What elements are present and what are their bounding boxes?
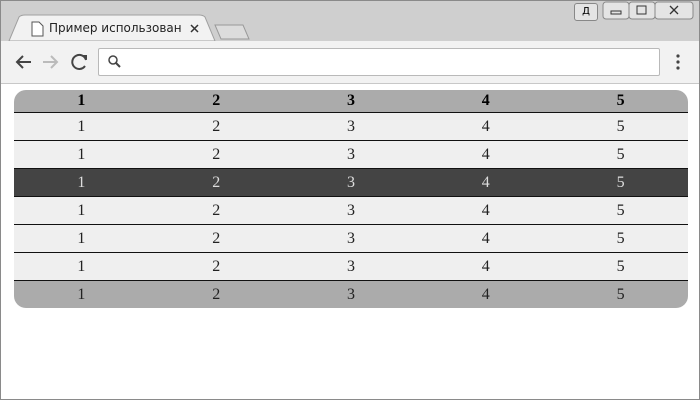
forward-button[interactable]: [43, 55, 59, 69]
table-row: 1 2 3 4 5: [14, 196, 688, 224]
table-cell: 5: [616, 229, 625, 247]
table-cell: 1: [77, 92, 86, 109]
table-cell: 1: [77, 145, 86, 163]
table-cell: 3: [346, 145, 355, 163]
table-cell: 5: [616, 257, 625, 275]
table-cell: 1: [77, 229, 86, 247]
tab-title[interactable]: Пример использования по: [49, 21, 181, 35]
search-icon: [108, 55, 121, 68]
table-cell: 4: [481, 117, 490, 135]
maximize-icon: [636, 5, 647, 15]
table-cell: 5: [616, 92, 625, 109]
address-bar[interactable]: [98, 48, 660, 76]
table-cell: 3: [346, 117, 355, 135]
close-icon: [669, 5, 679, 15]
menu-button[interactable]: [673, 41, 683, 83]
table-cell: 1: [77, 201, 86, 219]
table-cell: 3: [346, 257, 355, 275]
minimize-icon: [610, 10, 622, 15]
table-cell: 1: [77, 257, 86, 275]
table-cell: 5: [616, 285, 625, 303]
table-cell: 4: [481, 257, 490, 275]
table: 1 2 3 4 5 1 2 3 4 5 1 2 3 4 5 1 2 3 4 5 1 2 3 4 5 1 2 3 4 5 1 2 3 4 5 1 2 3 4 5: [14, 90, 688, 308]
table-cell: 2: [212, 201, 221, 219]
table-cell: 3: [346, 229, 355, 247]
table-cell: 5: [616, 173, 625, 191]
table-cell: 2: [212, 229, 221, 247]
maximize[interactable]: [628, 1, 656, 20]
table-footer: 1 2 3 4 5: [14, 280, 688, 308]
table-cell: 2: [212, 117, 221, 135]
table-row: 1 2 3 4 5: [14, 140, 688, 168]
reload-button[interactable]: [71, 53, 87, 70]
table-cell: 1: [77, 117, 86, 135]
table-cell: 3: [346, 201, 355, 219]
close-tab[interactable]: [190, 24, 199, 33]
table-cell: 1: [77, 285, 86, 303]
profile-button[interactable]: Д: [574, 3, 598, 21]
table-cell: 5: [616, 201, 625, 219]
table-cell: 4: [481, 145, 490, 163]
table-row: 1 2 3 4 5: [14, 168, 688, 196]
toolbar: [1, 41, 699, 84]
nav-buttons: [15, 53, 87, 70]
page-icon: [31, 21, 44, 37]
table-cell: 5: [616, 117, 625, 135]
table-cell: 5: [616, 145, 625, 163]
table-cell: 2: [212, 173, 221, 191]
table-cell: 4: [481, 92, 490, 109]
table-cell: 4: [481, 173, 490, 191]
tab[interactable]: [8, 14, 216, 41]
table-header: 1 2 3 4 5: [14, 90, 688, 112]
table-cell: 2: [212, 92, 221, 109]
table-cell: 3: [346, 285, 355, 303]
table-cell: 1: [77, 173, 86, 191]
table-cell: 4: [481, 229, 490, 247]
table-cell: 2: [212, 257, 221, 275]
table-row: 1 2 3 4 5: [14, 252, 688, 280]
table-cell: 4: [481, 201, 490, 219]
page-content: 1 2 3 4 5 1 2 3 4 5 1 2 3 4 5 1 2 3 4 5 1 2 3 4 5 1 2 3 4 5 1 2 3 4 5 1 2 3 4 5: [1, 84, 699, 399]
new-tab[interactable]: [214, 24, 250, 40]
reload-arrow: [82, 55, 87, 60]
title-bar: [8, 1, 694, 41]
back-button[interactable]: [15, 55, 31, 69]
table-cell: 3: [346, 92, 355, 109]
table-row: 1 2 3 4 5: [14, 224, 688, 252]
table-cell: 3: [346, 173, 355, 191]
table-cell: 2: [212, 285, 221, 303]
table-row: 1 2 3 4 5: [14, 112, 688, 140]
table-cell: 4: [481, 285, 490, 303]
table-cell: 2: [212, 145, 221, 163]
